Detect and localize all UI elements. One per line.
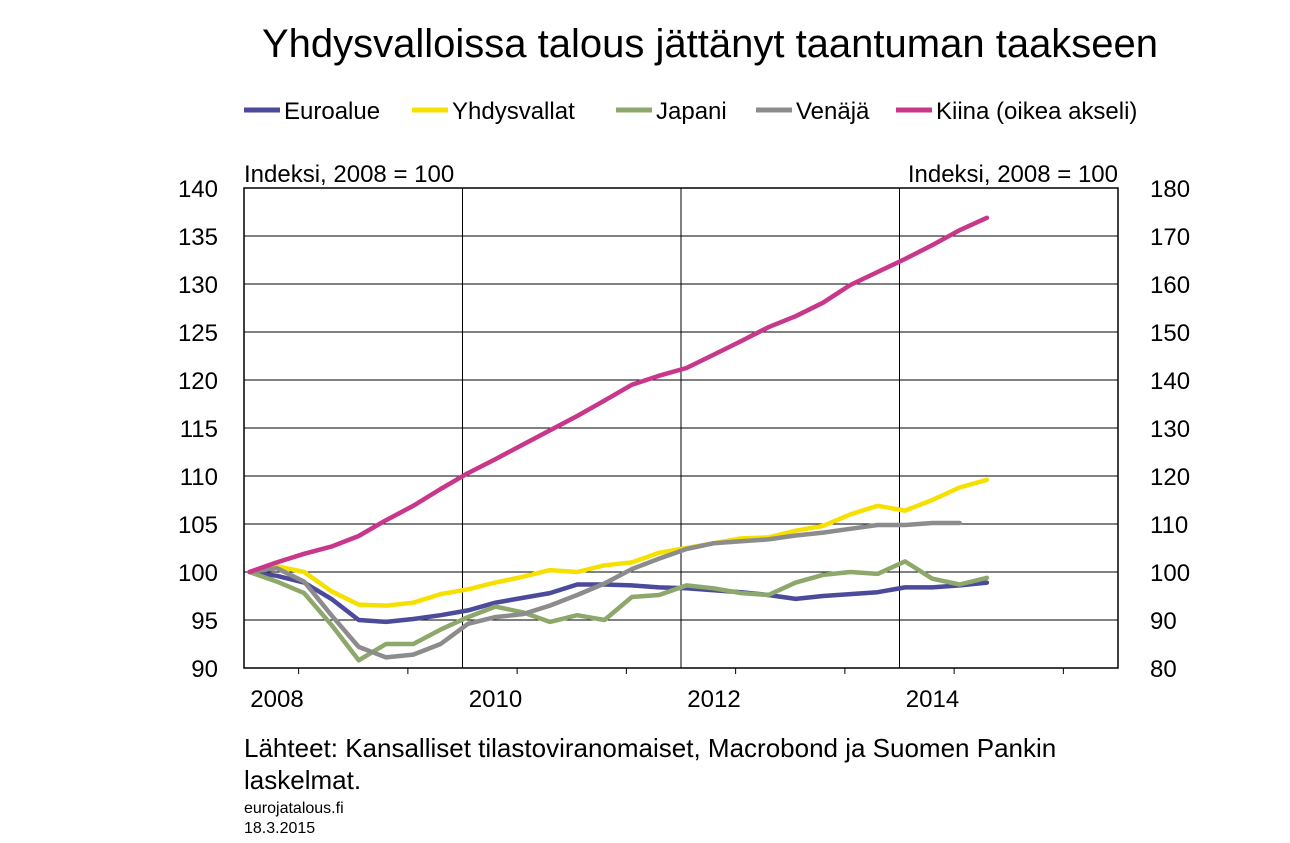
- series-line-kiina-oikea-akseli: [247, 215, 990, 575]
- axes: 90 95 100 105 110 115 120 125 130 135 140 80 90 100 11…: [178, 176, 1190, 713]
- y-left-tick-label: 115: [180, 416, 218, 443]
- legend-label: Yhdysvallat: [452, 98, 575, 125]
- y-left-tick-label: 135: [178, 224, 218, 251]
- y-right-tick-label: 180: [1150, 176, 1190, 203]
- y-left-tick-label: 110: [180, 464, 218, 491]
- y-left-tick-label: 100: [178, 560, 218, 587]
- y-right-tick-label: 150: [1150, 320, 1190, 347]
- x-tick-label: 2010: [469, 686, 522, 713]
- y-right-tick-label: 130: [1150, 416, 1190, 443]
- legend-label: Kiina (oikea akseli): [936, 98, 1137, 125]
- series-line-yhdysvallat: [247, 477, 990, 608]
- legend: Euroalue Yhdysvallat Japani Venäjä Kiina (oi…: [244, 98, 1137, 125]
- plot-frame: [243, 187, 1119, 669]
- legend-label: Venäjä: [796, 98, 870, 125]
- source-note: Lähteet: Kansalliset tilastoviranomaiset…: [244, 733, 1057, 795]
- site-label: eurojatalous.fi: [244, 800, 344, 817]
- left-axis-label: Indeksi, 2008 = 100: [244, 161, 454, 188]
- series-line-euroalue: [247, 569, 990, 625]
- y-left-tick-label: 140: [178, 176, 218, 203]
- x-tick-label: 2008: [250, 686, 303, 713]
- y-right-tick-label: 80: [1150, 656, 1177, 683]
- legend-label: Euroalue: [284, 98, 380, 125]
- y-right-tick-label: 100: [1150, 560, 1190, 587]
- series-lines: [247, 215, 990, 663]
- y-left-tick-label: 125: [178, 320, 218, 347]
- x-tick-label: 2014: [906, 686, 959, 713]
- y-left-tick-label: 105: [178, 512, 218, 539]
- y-left-tick-label: 95: [191, 608, 218, 635]
- chart-title: Yhdysvalloissa talous jättänyt taantuman…: [261, 22, 1159, 66]
- y-right-tick-label: 90: [1150, 608, 1177, 635]
- y-left-tick-label: 130: [178, 272, 218, 299]
- y-right-tick-label: 140: [1150, 368, 1190, 395]
- y-right-tick-label: 170: [1150, 224, 1190, 251]
- date-label: 18.3.2015: [244, 820, 316, 837]
- y-right-tick-label: 120: [1150, 464, 1190, 491]
- grid-layer: [244, 187, 1118, 669]
- y-left-tick-label: 120: [178, 368, 218, 395]
- y-right-tick-label: 110: [1150, 512, 1188, 539]
- y-left-tick-label: 90: [191, 656, 218, 683]
- series-line-venäjä: [247, 520, 962, 660]
- y-right-tick-label: 160: [1150, 272, 1190, 299]
- x-tick-label: 2012: [687, 686, 740, 713]
- legend-label: Japani: [656, 98, 727, 125]
- right-axis-label: Indeksi, 2008 = 100: [908, 161, 1118, 188]
